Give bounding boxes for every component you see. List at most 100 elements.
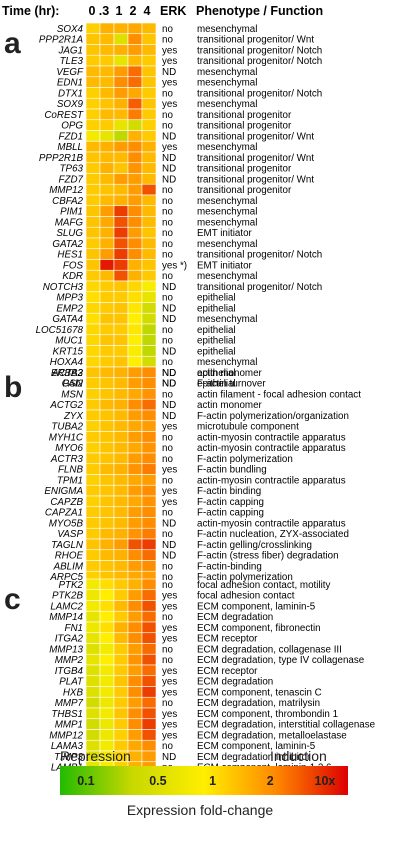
- heatmap-cell: [113, 323, 129, 336]
- heatmap-cell: [99, 632, 115, 644]
- gene-name: OPG: [61, 121, 83, 132]
- panel-label: c: [4, 583, 21, 616]
- heatmap-cell: [99, 173, 115, 185]
- heatmap-cell: [99, 420, 115, 432]
- heatmap-cell: [141, 291, 157, 303]
- heatmap-cell: [85, 664, 101, 677]
- heatmap-cell: [113, 291, 129, 303]
- erk-status: yes: [162, 666, 177, 677]
- heatmap-cell: [113, 130, 129, 142]
- heatmap-cell: [141, 750, 157, 763]
- heatmap-cell: [127, 216, 143, 228]
- gene-name: MSN: [61, 389, 84, 400]
- heatmap-cell: [141, 216, 157, 228]
- erk-status: no: [162, 228, 173, 239]
- heatmap-cell: [127, 33, 143, 45]
- heatmap-cell: [127, 517, 143, 529]
- heatmap-cell: [141, 527, 157, 540]
- heatmap-cell: [113, 452, 129, 465]
- heatmap-cell: [127, 140, 143, 153]
- heatmap-cell: [99, 140, 115, 153]
- heatmap-cell: [99, 696, 115, 709]
- heatmap-cell: [85, 675, 101, 687]
- heatmap-cell: [85, 653, 101, 666]
- heatmap-cell: [127, 248, 143, 260]
- heatmap-cell: [99, 589, 115, 601]
- heatmap-cell: [85, 643, 101, 655]
- heatmap-cell: [99, 54, 115, 67]
- heatmap-cell: [127, 398, 143, 411]
- heatmap-cell: [85, 76, 101, 88]
- time-point-label: 1: [116, 4, 123, 18]
- erk-status: yes: [162, 465, 177, 476]
- gene-name: FOS: [63, 260, 84, 271]
- heatmap-cell: [113, 280, 129, 293]
- phenotype-function: transitional progenitor/ Notch: [197, 45, 322, 56]
- erk-status: no: [162, 644, 173, 655]
- gene-name: EMP2: [56, 303, 83, 314]
- erk-status: ND: [162, 131, 176, 142]
- gene-name: TUBA2: [51, 422, 83, 433]
- heatmap-cell: [113, 312, 129, 325]
- heatmap-cell: [127, 323, 143, 336]
- erk-status: yes: [162, 709, 177, 720]
- gene-name: ABLIM: [53, 561, 84, 572]
- heatmap-cell: [127, 377, 143, 389]
- phenotype-function: transitional progenitor/ Notch: [197, 250, 322, 261]
- phenotype-function: F-actin capping: [197, 508, 264, 519]
- heatmap-cell: [127, 269, 143, 282]
- panel-c: c PTK2 no focal adhesion contact, motility P…: [4, 578, 376, 774]
- heatmap-cell: [85, 355, 101, 368]
- erk-status: ND: [162, 153, 176, 164]
- heatmap-cell: [141, 506, 157, 518]
- heatmap-cell: [127, 130, 143, 142]
- heatmap-cell: [127, 237, 143, 250]
- heatmap-cell: [127, 452, 143, 465]
- legend-tick: 1: [209, 774, 216, 788]
- heatmap-cell: [99, 653, 115, 666]
- heatmap-cell: [127, 664, 143, 677]
- heatmap-cell: [141, 205, 157, 217]
- heatmap-cell: [127, 334, 143, 346]
- gene-name: THBS1: [51, 709, 83, 720]
- heatmap-cell: [127, 589, 143, 601]
- heatmap-cell: [113, 495, 129, 508]
- heatmap-cell: [127, 366, 143, 379]
- heatmap-cell: [113, 653, 129, 666]
- phenotype-function: F-actin gelling/crosslinking: [197, 540, 312, 551]
- heatmap-cell: [113, 259, 129, 271]
- gene-name: FZD1: [59, 131, 84, 142]
- phenotype-function: mesenchymal: [197, 24, 257, 35]
- heatmap-cell: [141, 517, 157, 529]
- heatmap-cell: [127, 686, 143, 698]
- heatmap-cell: [85, 600, 101, 612]
- heatmap-cell: [99, 484, 115, 497]
- heatmap-cell: [141, 632, 157, 644]
- phenotype-function: ECM degradation inhibitor: [197, 752, 311, 763]
- heatmap-cell: [113, 441, 129, 454]
- heatmap-cell: [85, 474, 101, 486]
- heatmap-cell: [99, 538, 115, 551]
- heatmap-cell: [85, 463, 101, 475]
- heatmap-cell: [85, 409, 101, 422]
- erk-status: ND: [162, 174, 176, 185]
- erk-status: yes: [162, 486, 177, 497]
- erk-status: no: [162, 443, 173, 454]
- heatmap-cell: [113, 484, 129, 497]
- heatmap-cell: [113, 664, 129, 677]
- heatmap-cell: [113, 97, 129, 110]
- legend-caption: Expression fold-change: [127, 802, 274, 818]
- gene-name: HOXA4: [50, 357, 84, 368]
- heatmap-cell: [99, 44, 115, 56]
- heatmap-cell: [113, 517, 129, 529]
- heatmap-cell: [85, 291, 101, 303]
- erk-status: ND: [162, 67, 176, 78]
- heatmap-cell: [141, 237, 157, 250]
- gene-name: PTK2: [58, 580, 83, 591]
- heatmap-cell: [141, 431, 157, 443]
- phenotype-function: microtubule component: [197, 422, 299, 433]
- erk-status: no: [162, 88, 173, 99]
- heatmap-cell: [113, 65, 129, 78]
- heatmap-cell: [85, 226, 101, 239]
- heatmap-cell: [141, 54, 157, 67]
